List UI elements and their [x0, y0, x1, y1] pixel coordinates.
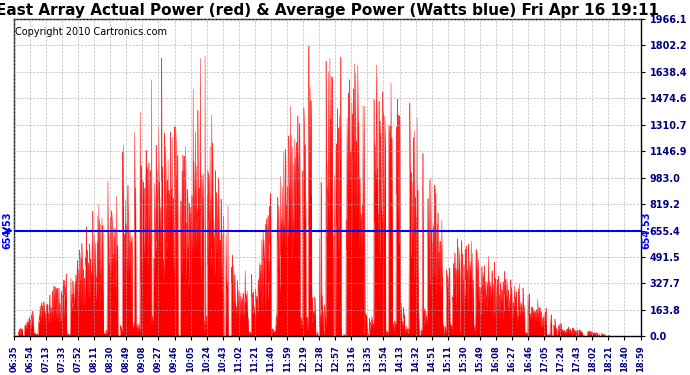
Title: East Array Actual Power (red) & Average Power (Watts blue) Fri Apr 16 19:11: East Array Actual Power (red) & Average … — [0, 3, 659, 18]
Text: 654.53: 654.53 — [3, 212, 12, 249]
Text: Copyright 2010 Cartronics.com: Copyright 2010 Cartronics.com — [15, 27, 167, 37]
Text: 654.53: 654.53 — [642, 212, 652, 249]
